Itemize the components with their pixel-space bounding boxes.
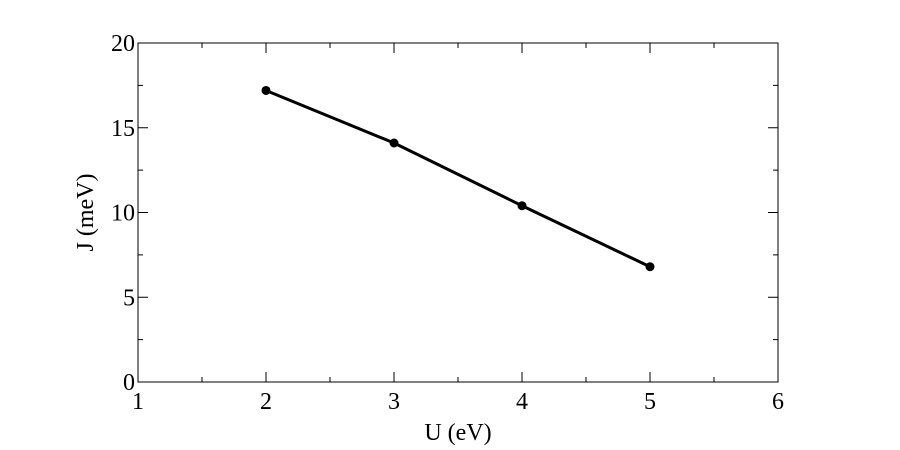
data-point <box>261 85 271 95</box>
y-tick-label: 0 <box>123 370 135 396</box>
x-tick-label: 4 <box>516 389 528 415</box>
y-tick-label: 5 <box>123 285 135 311</box>
data-point <box>517 201 527 211</box>
x-tick-label: 2 <box>260 389 272 415</box>
series-line <box>265 89 651 269</box>
data-point <box>389 138 399 148</box>
x-tick-label: 5 <box>644 389 656 415</box>
y-tick-label: 15 <box>111 116 135 142</box>
y-tick-label: 20 <box>111 31 135 57</box>
y-tick-labels: 0 5 10 15 20 <box>111 31 135 396</box>
x-tick-labels: 1 2 3 4 5 6 <box>132 389 784 415</box>
data-point <box>645 262 655 272</box>
ticks-layer <box>137 42 779 383</box>
x-tick-label: 1 <box>132 389 144 415</box>
x-tick-label: 3 <box>388 389 400 415</box>
y-tick-label: 10 <box>111 201 135 227</box>
plot-frame <box>137 42 779 383</box>
x-tick-label: 6 <box>772 389 784 415</box>
y-axis-title: J (meV) <box>73 174 99 252</box>
series-layer <box>261 85 655 272</box>
x-axis-title: U (eV) <box>424 420 491 446</box>
